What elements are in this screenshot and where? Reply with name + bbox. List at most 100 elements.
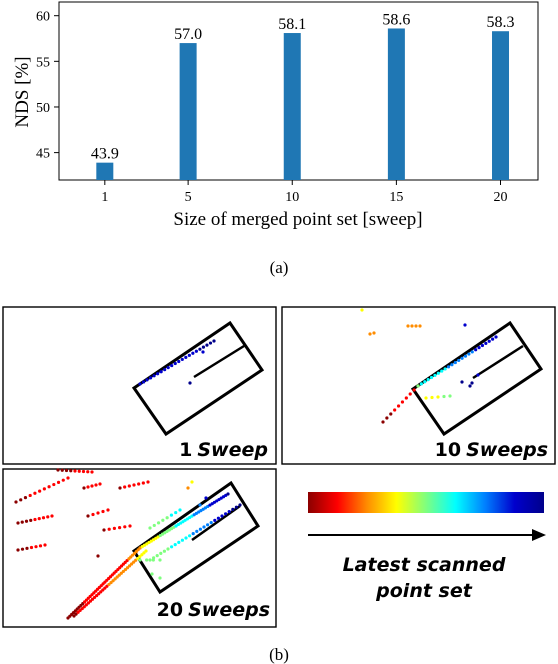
point — [198, 347, 202, 351]
point — [34, 545, 38, 549]
point — [118, 526, 122, 530]
point — [82, 605, 86, 609]
point — [130, 562, 134, 566]
point — [86, 470, 90, 474]
point — [426, 378, 430, 382]
point — [159, 551, 163, 556]
point — [234, 505, 238, 509]
point — [457, 358, 461, 363]
point — [29, 545, 34, 550]
point — [429, 375, 434, 380]
point — [109, 580, 113, 585]
point — [408, 392, 412, 396]
point — [450, 363, 454, 367]
y-tick-label: 60 — [36, 10, 50, 25]
point — [47, 485, 51, 489]
point — [396, 404, 401, 408]
arrow-head-icon — [532, 529, 546, 541]
point — [148, 558, 152, 562]
point — [430, 395, 434, 400]
x-tick-label: 1 — [101, 190, 108, 205]
point — [463, 354, 468, 358]
point — [419, 382, 423, 386]
colormap-bar — [308, 492, 544, 513]
point — [177, 359, 181, 364]
point — [187, 353, 191, 357]
point — [209, 521, 213, 525]
point — [102, 528, 106, 532]
y-axis-ticks: 45 50 55 60 — [36, 10, 59, 162]
bar — [283, 33, 301, 181]
point — [178, 508, 182, 512]
point — [56, 480, 61, 484]
point — [29, 518, 33, 522]
point — [158, 576, 162, 580]
x-tick-label: 5 — [185, 190, 192, 205]
x-tick-label: 15 — [389, 190, 403, 205]
point — [95, 593, 99, 598]
point — [106, 508, 110, 512]
point — [194, 349, 198, 353]
point — [90, 470, 94, 474]
point — [446, 365, 451, 369]
point — [145, 558, 149, 562]
point — [86, 601, 90, 605]
x-axis-label: Size of merged point set [sweep] — [173, 209, 422, 230]
point — [23, 496, 28, 500]
bar — [492, 31, 510, 181]
point — [46, 515, 50, 519]
point — [77, 469, 81, 473]
point — [123, 525, 127, 529]
point — [156, 521, 161, 525]
sweep-word: Sweep — [197, 439, 268, 461]
point — [88, 599, 93, 603]
point — [72, 614, 76, 618]
point — [404, 396, 408, 400]
point — [86, 514, 90, 518]
heading-line — [472, 344, 524, 380]
point — [118, 486, 122, 490]
point — [381, 420, 385, 424]
bar-value-label: 57.0 — [174, 26, 202, 43]
y-axis-label: NDS [%] — [12, 56, 33, 127]
point — [474, 348, 478, 352]
point — [201, 350, 205, 354]
point — [470, 381, 474, 385]
point — [372, 331, 376, 335]
point — [127, 484, 131, 488]
point — [440, 369, 444, 373]
point — [144, 549, 148, 553]
point — [470, 350, 474, 354]
x-axis-ticks: 1 5 10 15 20 — [101, 180, 508, 205]
point — [123, 567, 128, 572]
point — [484, 341, 488, 345]
point — [177, 540, 181, 545]
point — [188, 381, 192, 385]
point — [169, 513, 174, 517]
point — [360, 308, 364, 312]
point — [155, 554, 159, 558]
point — [141, 380, 146, 384]
point — [128, 524, 132, 528]
point — [191, 532, 195, 536]
point — [91, 512, 95, 517]
point — [56, 468, 60, 472]
point — [180, 357, 184, 362]
point — [148, 376, 153, 380]
point — [418, 324, 422, 328]
caption-a: (a) — [270, 258, 289, 277]
point — [212, 339, 216, 343]
point — [491, 337, 495, 341]
bar — [387, 28, 405, 180]
point — [443, 367, 447, 371]
point — [468, 384, 472, 388]
point — [173, 543, 177, 547]
bar — [96, 162, 114, 180]
point — [119, 571, 123, 575]
point — [138, 558, 142, 562]
point — [107, 527, 111, 531]
point — [436, 371, 440, 375]
legend-line-1: Latest scanned — [343, 554, 506, 576]
point — [463, 323, 467, 327]
